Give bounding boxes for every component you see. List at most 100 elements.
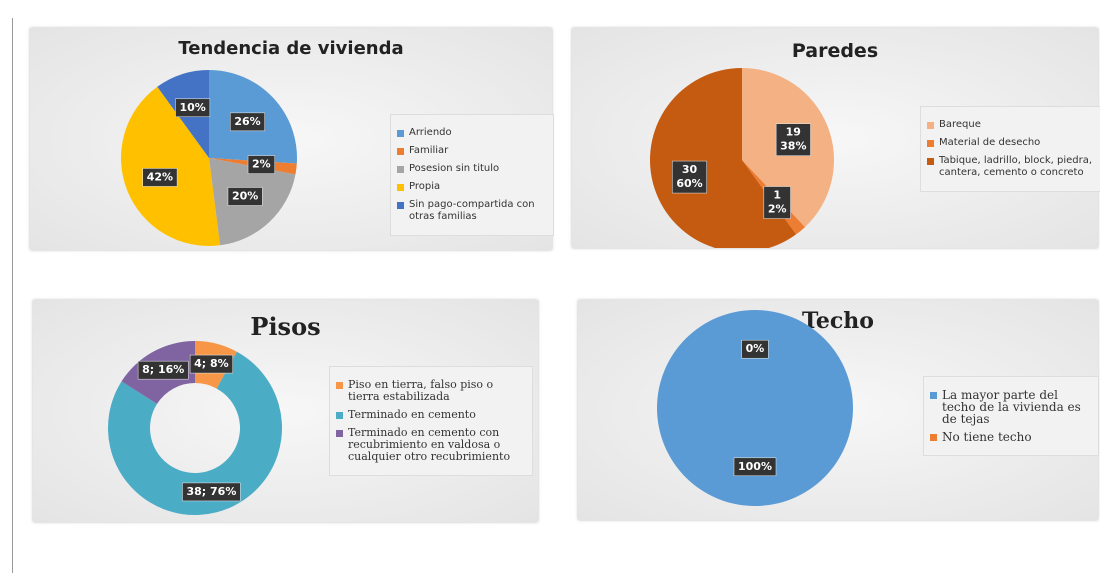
data-label: 4; 8% — [189, 354, 233, 374]
data-label-text: 20% — [232, 189, 258, 202]
data-label-text: 2% — [768, 203, 787, 216]
legend: La mayor parte del techo de la vivienda … — [923, 376, 1099, 456]
data-label-text: 1 — [773, 189, 781, 202]
chart-title: Paredes — [791, 40, 879, 62]
legend-label: Piso en tierra, falso piso o tierra esta… — [348, 378, 494, 403]
chart-panel: Tendencia de vivienda 26% 2% 20% 42% 10% Arrie… — [30, 28, 554, 250]
data-label-text: 0% — [746, 342, 765, 355]
legend-label: Propia — [409, 181, 441, 192]
legend-item: Posesion sin titulo — [397, 163, 547, 175]
legend-item: Terminado en cemento con recubrimiento e… — [336, 427, 526, 463]
legend-swatch — [397, 148, 404, 155]
data-label: 38; 76% — [182, 482, 241, 502]
data-label: 0% — [741, 339, 769, 359]
legend-swatch — [927, 122, 934, 129]
legend-swatch — [397, 202, 404, 209]
pie-slice — [650, 68, 797, 248]
chart-panel: Paredes 19 38% 1 2% 30 60% Bareque Material de d… — [572, 28, 1100, 248]
legend-swatch — [930, 392, 937, 399]
legend-swatch — [397, 130, 404, 137]
data-label-box — [230, 112, 265, 132]
pie-slice — [657, 309, 853, 507]
data-label: 42% — [142, 168, 178, 187]
legend-label: Arriendo — [409, 127, 452, 138]
data-label-text: 30 — [682, 163, 698, 176]
legend-label: Posesion sin titulo — [409, 163, 500, 174]
legend-item: Tabique, ladrillo, block, piedra, canter… — [927, 155, 1099, 179]
legend: Bareque Material de desecho Tabique, ladri… — [920, 106, 1100, 192]
chart-title: Techo — [802, 308, 874, 334]
data-label-text: 38; 76% — [186, 485, 236, 498]
left-rule — [12, 18, 13, 573]
data-label-box — [672, 160, 707, 194]
data-label-text: 100% — [738, 460, 772, 473]
legend-swatch — [336, 430, 343, 437]
data-label-box — [189, 354, 233, 374]
data-label-text: 38% — [780, 140, 806, 153]
data-label-box — [227, 187, 263, 206]
legend-swatch — [927, 158, 934, 165]
data-label-text: 19 — [786, 126, 801, 139]
data-label: 26% — [230, 112, 265, 132]
legend-label: La mayor parte del techo de la vivienda … — [942, 388, 1081, 426]
legend-label: Terminado en cemento con recubrimiento e… — [348, 426, 511, 463]
legend-label: Sin pago-compartida con otras familias — [409, 199, 535, 222]
plot: 26% 2% 20% 42% 10% — [120, 70, 297, 246]
data-label: 2% — [247, 155, 275, 174]
data-label-text: 4; 8% — [194, 357, 229, 370]
data-label-box — [137, 360, 189, 380]
data-label-box — [775, 123, 811, 156]
legend-item: Bareque — [927, 119, 1099, 131]
data-label-text: 8; 16% — [142, 363, 184, 376]
chart-title: Tendencia de vivienda — [178, 38, 404, 59]
data-label-box — [247, 155, 275, 174]
data-label: 12% — [763, 186, 791, 219]
legend-item: Piso en tierra, falso piso o tierra esta… — [336, 379, 526, 403]
data-label: 10% — [175, 98, 211, 118]
legend-label: Terminado en cemento — [348, 408, 476, 421]
legend-item: Material de desecho — [927, 137, 1099, 149]
legend-swatch — [397, 166, 404, 173]
chart-panel: Techo 100% 0% La mayor parte del techo de l… — [578, 300, 1099, 520]
data-label-text: 60% — [676, 177, 702, 190]
legend-label: Tabique, ladrillo, block, piedra, canter… — [939, 155, 1093, 178]
legend-item: Sin pago-compartida con otras familias — [397, 199, 547, 223]
legend-swatch — [927, 140, 934, 147]
legend-label: No tiene techo — [942, 430, 1032, 444]
legend: Piso en tierra, falso piso o tierra esta… — [329, 366, 533, 476]
data-label-box — [741, 339, 769, 359]
legend-label: Bareque — [939, 119, 981, 130]
legend-item: Terminado en cemento — [336, 409, 526, 421]
data-label: 100% — [733, 457, 777, 477]
data-label-text: 2% — [252, 158, 271, 171]
legend-item: Arriendo — [397, 127, 547, 139]
data-label-text: 10% — [180, 101, 206, 114]
data-label-text: 26% — [234, 115, 260, 128]
legend: Arriendo Familiar Posesion sin titulo Propi… — [390, 114, 554, 236]
legend-swatch — [397, 184, 404, 191]
legend-swatch — [336, 412, 343, 419]
doughnut-segment — [108, 351, 283, 515]
plot: 100% 0% — [657, 309, 853, 507]
data-label: 20% — [227, 187, 263, 206]
legend-swatch — [930, 434, 937, 441]
legend-label: Material de desecho — [939, 137, 1041, 148]
chart-panel: Pisos 4; 8% 38; 76% 8; 16% Piso en tierra, f… — [33, 300, 538, 522]
legend-item: Propia — [397, 181, 547, 193]
data-label-box — [182, 482, 241, 502]
data-label-box — [763, 186, 791, 219]
legend-item: La mayor parte del techo de la vivienda … — [930, 389, 1092, 425]
legend-swatch — [336, 382, 343, 389]
pie-slice — [120, 86, 221, 246]
chart-title: Pisos — [250, 312, 321, 341]
data-label-box — [175, 98, 211, 118]
data-label-text: 42% — [147, 170, 173, 183]
legend-item: No tiene techo — [930, 431, 1092, 443]
plot: 4; 8% 38; 76% 8; 16% — [108, 341, 283, 515]
legend-label: Familiar — [409, 145, 449, 156]
data-label-box — [142, 168, 178, 187]
